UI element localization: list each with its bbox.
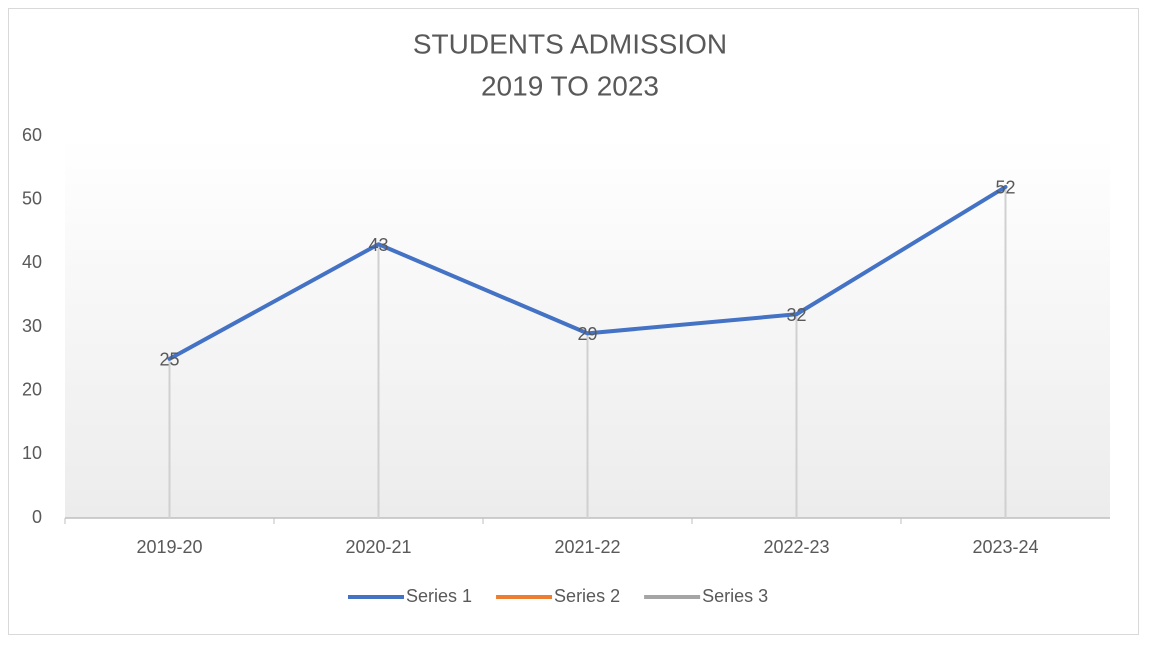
x-tick-label: 2022-23 xyxy=(763,537,829,557)
legend-label: Series 1 xyxy=(406,586,472,606)
series-line xyxy=(167,184,1008,361)
data-label: 29 xyxy=(577,324,597,344)
x-tick-label: 2021-22 xyxy=(554,537,620,557)
data-label: 43 xyxy=(368,235,388,255)
data-label: 25 xyxy=(159,350,179,370)
chart-title: STUDENTS ADMISSION xyxy=(413,28,727,59)
y-tick-label: 10 xyxy=(22,443,42,463)
legend-label: Series 3 xyxy=(702,586,768,606)
x-tick-label: 2023-24 xyxy=(972,537,1038,557)
data-label: 32 xyxy=(786,305,806,325)
legend-label: Series 2 xyxy=(554,586,620,606)
data-label: 52 xyxy=(995,178,1015,198)
y-tick-label: 30 xyxy=(22,316,42,336)
y-tick-label: 0 xyxy=(32,507,42,527)
y-tick-label: 40 xyxy=(22,252,42,272)
y-tick-label: 20 xyxy=(22,379,42,399)
x-tick-label: 2020-21 xyxy=(345,537,411,557)
chart-subtitle: 2019 TO 2023 xyxy=(481,70,659,101)
x-tick-label: 2019-20 xyxy=(136,537,202,557)
y-tick-label: 50 xyxy=(22,188,42,208)
y-tick-label: 60 xyxy=(22,125,42,145)
